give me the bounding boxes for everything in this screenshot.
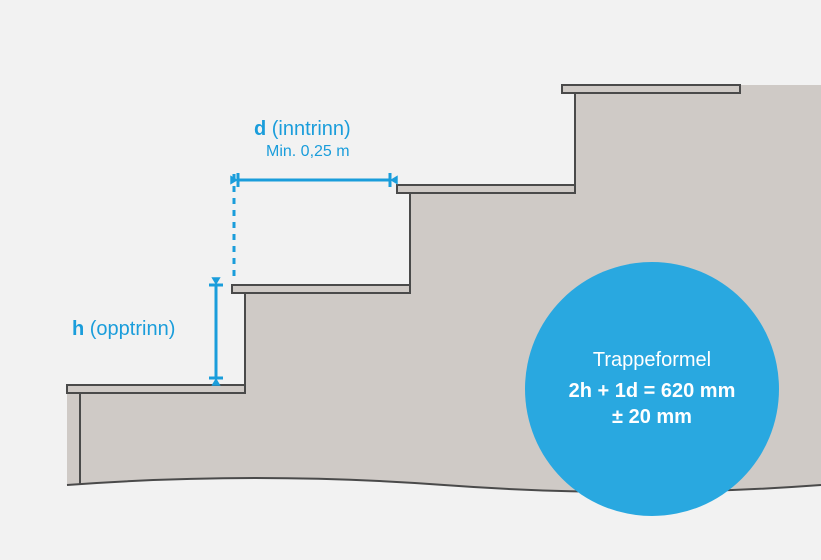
- d-text: (inntrinn): [266, 118, 350, 140]
- h-text: (opptrinn): [84, 318, 175, 340]
- trappeformel-body: 2h + 1d = 620 mm ± 20 mm: [569, 378, 736, 430]
- formula-line1: 2h + 1d = 620 mm: [569, 380, 736, 402]
- inntrinn-label: d (inntrinn): [254, 118, 351, 141]
- opptrinn-label: h (opptrinn): [72, 318, 175, 341]
- d-symbol: d: [254, 118, 266, 140]
- trappeformel-title: Trappeformel: [593, 349, 711, 372]
- trappeformel-circle: Trappeformel 2h + 1d = 620 mm ± 20 mm: [525, 262, 779, 516]
- inntrinn-min: Min. 0,25 m: [266, 143, 350, 161]
- formula-line2: ± 20 mm: [612, 406, 692, 428]
- h-symbol: h: [72, 318, 84, 340]
